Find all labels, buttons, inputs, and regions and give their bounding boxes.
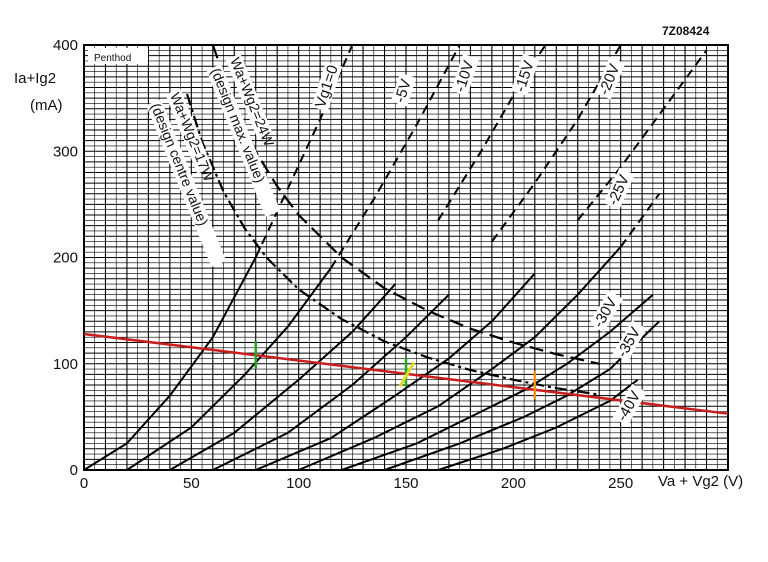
label-minus-20v-bg — [594, 57, 626, 100]
label-vg1-0-bg — [311, 61, 343, 112]
curve-solid — [126, 267, 332, 471]
y-axis-label-line2: (mA) — [30, 97, 63, 114]
dissipation-curve-17w — [185, 93, 600, 396]
reference-code: 7Z08424 — [662, 24, 710, 38]
marker-yellow — [398, 361, 416, 388]
y-tick-label: 0 — [70, 462, 78, 479]
curve-solid — [384, 320, 660, 471]
x-tick-label: 0 — [80, 475, 88, 492]
label-17w-note-bg — [146, 99, 227, 268]
x-tick-label: 200 — [501, 475, 526, 492]
x-tick-label: 250 — [608, 475, 633, 492]
curve-solid — [83, 257, 257, 471]
label-minus-20v: -20V — [596, 62, 624, 98]
curve-dashed — [491, 44, 622, 243]
legend-box-label: Penthod — [94, 53, 131, 64]
label-minus-25v-bg — [603, 167, 635, 210]
label-minus-15v-bg — [511, 53, 540, 96]
curve-solid — [298, 246, 622, 471]
curve-dashed — [576, 49, 708, 221]
label-vg1-0: Vg1=0 — [312, 63, 342, 110]
y-tick-label: 300 — [53, 143, 78, 160]
x-axis-label: Va + Vg2 (V) — [658, 473, 743, 490]
label-minus-40v-bg — [612, 383, 647, 426]
y-tick-label: 200 — [53, 250, 78, 267]
curve-dashed — [254, 44, 354, 258]
label-minus-10v-bg — [450, 53, 480, 96]
label-minus-25v-group: -25V — [603, 167, 635, 210]
curve-solid — [169, 283, 397, 471]
x-tick-label: 100 — [286, 475, 311, 492]
label-24w-note-bg — [206, 64, 281, 217]
curve-dashed — [330, 44, 461, 269]
x-tick-label: 150 — [393, 475, 418, 492]
legend-box-bg — [88, 48, 148, 64]
label-minus-10v-group: -10V — [450, 53, 480, 96]
curve-solid — [212, 293, 450, 471]
y-tick-label: 400 — [53, 37, 78, 54]
label-minus-35v-bg — [612, 320, 647, 363]
plot-frame — [83, 44, 729, 471]
label-minus-5v-group: -5V — [390, 72, 417, 107]
overlay-group — [83, 332, 729, 415]
label-minus-5v-bg — [390, 72, 417, 107]
label-vg1-0-group: Vg1=0 — [311, 61, 343, 112]
y-tick-label: 100 — [53, 356, 78, 373]
curve-solid — [341, 293, 654, 471]
curve-dashed — [619, 193, 661, 248]
label-minus-30v-bg — [589, 290, 624, 333]
y-axis-label-line1: Ia+Ig2 — [14, 70, 56, 87]
x-tick-label: 50 — [183, 475, 200, 492]
label-minus-5v: -5V — [391, 77, 414, 104]
label-17w-bg — [165, 88, 213, 174]
label-24w-bg — [225, 53, 273, 139]
curve-solid — [437, 378, 639, 471]
